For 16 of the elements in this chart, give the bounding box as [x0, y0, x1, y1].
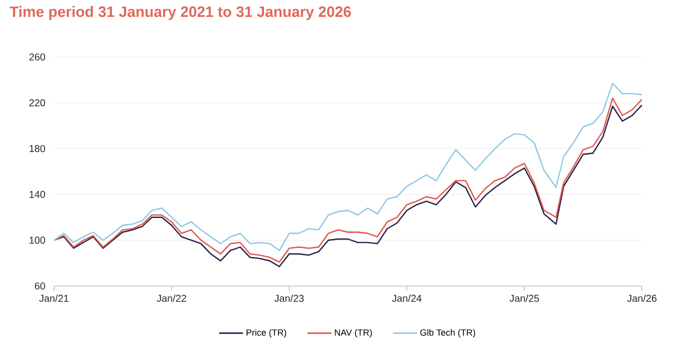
y-tick-label: 140	[30, 190, 46, 198]
y-tick-label: 100	[30, 236, 46, 244]
legend-label: Price (TR)	[246, 329, 286, 338]
x-tick-label: Jan/22	[156, 294, 186, 302]
y-tick-label: 220	[29, 99, 46, 106]
legend-label: Glb Tech (TR)	[420, 329, 476, 338]
legend-label: NAV (TR)	[334, 329, 372, 338]
x-tick-label: Jan/24	[392, 294, 422, 302]
x-tick-label: Jan/26	[627, 294, 657, 302]
y-tick-label: 260	[29, 53, 46, 61]
y-tick-label: 60	[34, 282, 46, 290]
x-tick-label: Jan/23	[274, 294, 304, 302]
x-tick-label: Jan/25	[510, 294, 539, 302]
y-tick-label: 180	[30, 145, 46, 152]
chart-title: Time period 31 January 2021 to 31 January 2026	[10, 6, 351, 20]
x-tick-label: Jan/21	[39, 294, 68, 302]
